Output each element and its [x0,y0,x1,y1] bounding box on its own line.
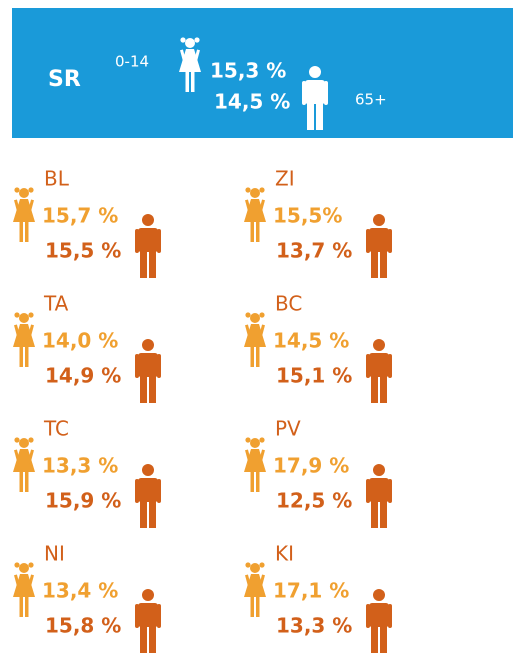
senior-value: 13,3 % [276,614,352,638]
senior-value: 14,9 % [45,364,121,388]
region-name: TA [43,292,69,316]
senior-value: 15,5 % [45,239,121,263]
girl-icon [13,187,35,242]
child-value: 13,3 % [42,454,118,478]
region-name: NI [44,542,65,566]
girl-icon [13,312,35,367]
senior-value: 12,5 % [276,489,352,513]
child-value: 17,9 % [273,454,349,478]
man-icon [135,214,161,278]
man-icon [135,339,161,403]
senior-value: 15,1 % [276,364,352,388]
child-value: 15,5% [273,204,342,228]
child-value: 14,0 % [42,329,118,353]
child-value: 17,1 % [273,579,349,603]
girl-icon [244,312,266,367]
region-name: BC [275,292,302,316]
child-value: 15,7 % [42,204,118,228]
man-icon [366,589,392,653]
header-box [12,8,513,138]
girl-icon [244,437,266,492]
region-name: KI [275,542,294,566]
senior-value: 14,5 % [214,90,290,114]
child-value: 15,3 % [210,59,286,83]
man-icon [135,589,161,653]
region-name: PV [275,417,301,441]
girl-icon [244,562,266,617]
senior-label: 65+ [355,91,387,109]
header-label: SR [48,67,81,92]
region-name: ZI [275,167,295,191]
man-icon [366,464,392,528]
girl-icon [13,562,35,617]
man-icon [366,339,392,403]
child-value: 14,5 % [273,329,349,353]
senior-value: 15,9 % [45,489,121,513]
child-value: 13,4 % [42,579,118,603]
region-name: TC [43,417,69,441]
region-name: BL [44,167,70,191]
girl-icon [13,437,35,492]
child-label: 0-14 [115,53,149,71]
senior-value: 15,8 % [45,614,121,638]
girl-icon [244,187,266,242]
man-icon [366,214,392,278]
senior-value: 13,7 % [276,239,352,263]
man-icon [135,464,161,528]
